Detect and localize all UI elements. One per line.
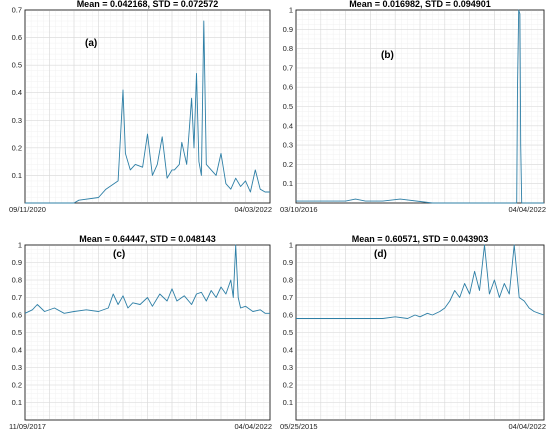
y-tick-label: 0.2 xyxy=(12,381,22,390)
y-tick-label: 0.5 xyxy=(283,102,293,111)
chart-title: Mean = 0.64447, STD = 0.048143 xyxy=(79,234,216,244)
y-tick-label: 1 xyxy=(289,6,293,15)
y-tick-label: 1 xyxy=(18,241,22,250)
y-tick-label: 0.6 xyxy=(12,33,22,42)
chart-title: Mean = 0.042168, STD = 0.072572 xyxy=(77,0,219,9)
panel-label: (d) xyxy=(374,249,387,260)
series-line xyxy=(24,244,270,314)
y-tick-label: 0.9 xyxy=(283,258,293,267)
y-tick-label: 0.7 xyxy=(283,293,293,302)
y-tick-label: 0.1 xyxy=(283,398,293,407)
y-tick-label: 0.4 xyxy=(283,346,293,355)
series-line xyxy=(25,20,270,204)
y-tick-label: 0.6 xyxy=(283,311,293,320)
x-end-label: 04/04/2022 xyxy=(234,422,272,431)
y-tick-label: 0.3 xyxy=(283,363,293,372)
x-start-label: 03/10/2016 xyxy=(280,205,318,214)
panel-label: (a) xyxy=(85,38,97,49)
plot-border xyxy=(295,244,545,421)
chart-title: Mean = 0.60571, STD = 0.043903 xyxy=(352,234,489,244)
x-start-label: 11/09/2017 xyxy=(9,422,46,431)
y-tick-label: 0.2 xyxy=(12,143,22,152)
plot-border xyxy=(24,244,271,421)
y-tick-label: 0.4 xyxy=(12,346,22,355)
y-tick-label: 0.2 xyxy=(283,160,293,169)
panel-label: (b) xyxy=(381,50,394,61)
y-tick-label: 0.3 xyxy=(12,363,22,372)
y-tick-label: 0.5 xyxy=(12,328,22,337)
series-line xyxy=(296,9,544,204)
y-tick-label: 0.2 xyxy=(283,381,293,390)
y-tick-label: 0.4 xyxy=(283,121,293,130)
y-tick-label: 0.5 xyxy=(283,328,293,337)
y-tick-label: 0.7 xyxy=(12,293,22,302)
y-tick-label: 0.1 xyxy=(283,179,293,188)
y-tick-label: 0.5 xyxy=(12,61,22,70)
y-tick-label: 0.9 xyxy=(12,258,22,267)
y-tick-label: 0.1 xyxy=(12,398,22,407)
y-tick-label: 0.1 xyxy=(12,171,22,180)
x-start-label: 05/25/2015 xyxy=(280,422,318,431)
plot-border xyxy=(24,9,271,204)
y-tick-label: 0.4 xyxy=(12,88,22,97)
x-end-label: 04/04/2022 xyxy=(508,205,546,214)
y-tick-label: 0.7 xyxy=(12,6,22,15)
y-tick-label: 0.8 xyxy=(283,276,293,285)
y-tick-label: 0.9 xyxy=(283,25,293,34)
plot-border xyxy=(295,9,545,204)
y-tick-label: 0.6 xyxy=(283,83,293,92)
chart-panel-c: 0.1 0.2 0.3 0.4 0.5 0.6 0.7 0.8 0.9 1 Mean = 0.644… xyxy=(9,234,272,431)
chart-panel-b: 0.1 0.2 0.3 0.4 0.5 0.6 0.7 0.8 0.9 1 Mean = 0.016… xyxy=(280,0,546,214)
y-tick-label: 0.3 xyxy=(12,116,22,125)
chart-title: Mean = 0.016982, STD = 0.094901 xyxy=(349,0,491,9)
y-tick-label: 0.8 xyxy=(283,44,293,53)
chart-panel-d: 0.1 0.2 0.3 0.4 0.5 0.6 0.7 0.8 0.9 1 Mean = 0.605… xyxy=(280,234,546,431)
y-tick-label: 1 xyxy=(289,241,293,250)
series-line xyxy=(296,244,545,319)
panel-label: (c) xyxy=(113,249,125,260)
x-start-label: 09/11/2020 xyxy=(9,205,46,214)
x-end-label: 04/04/2022 xyxy=(508,422,546,431)
x-end-label: 04/03/2022 xyxy=(234,205,272,214)
chart-panel-a: 0.1 0.2 0.3 0.4 0.5 0.6 0.7 Mean = 0.042168, ST… xyxy=(9,0,272,214)
y-tick-label: 0.7 xyxy=(283,63,293,72)
y-tick-label: 0.8 xyxy=(12,276,22,285)
y-tick-label: 0.6 xyxy=(12,311,22,320)
y-tick-label: 0.3 xyxy=(283,141,293,150)
